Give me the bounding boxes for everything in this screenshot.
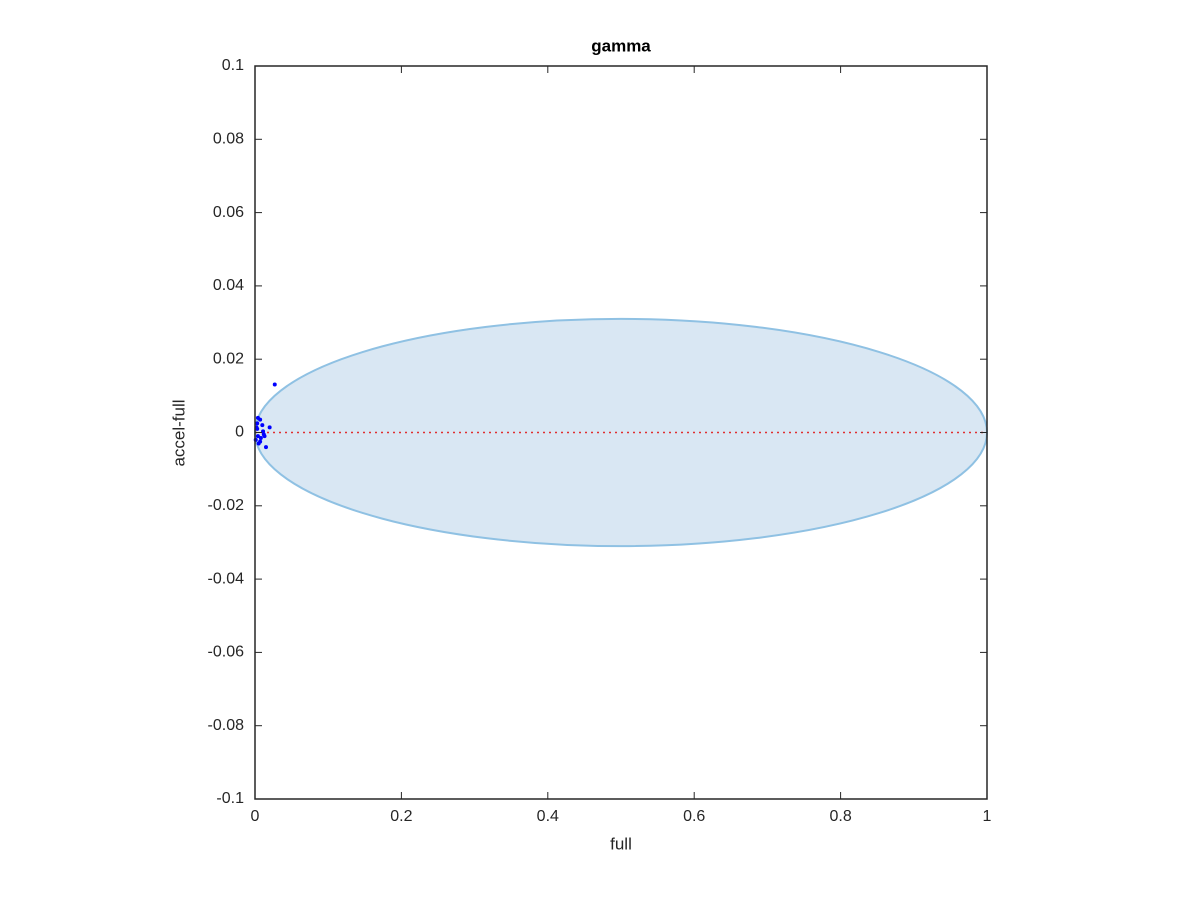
y-tick-label: 0: [235, 424, 244, 441]
point: [258, 417, 263, 422]
y-tick-label: -0.04: [208, 570, 245, 587]
x-tick-label: 0.4: [537, 808, 559, 825]
y-tick-label: -0.1: [216, 790, 244, 807]
x-tick-label: 0.6: [683, 808, 705, 825]
x-tick-label: 0.8: [829, 808, 851, 825]
point: [272, 382, 277, 387]
y-tick-label: 0.08: [213, 131, 244, 148]
y-axis-label: accel-full: [169, 399, 188, 466]
y-tick-label: 0.1: [222, 57, 244, 74]
y-tick-label: -0.08: [208, 717, 245, 734]
point: [267, 425, 272, 430]
y-tick-label: -0.06: [208, 644, 245, 661]
point: [258, 439, 263, 444]
x-tick-label: 0.2: [390, 808, 412, 825]
y-tick-label: 0.06: [213, 204, 244, 221]
point: [258, 435, 263, 440]
point: [262, 434, 267, 439]
x-axis-label: full: [610, 834, 632, 853]
x-tick-label: 1: [983, 808, 992, 825]
y-tick-label: -0.02: [208, 497, 245, 514]
point: [260, 423, 265, 428]
point: [255, 421, 260, 426]
y-tick-label: 0.02: [213, 350, 244, 367]
point: [263, 445, 268, 450]
chart-title: gamma: [591, 36, 651, 55]
y-tick-label: 0.04: [213, 277, 244, 294]
point: [261, 429, 266, 434]
point: [255, 434, 260, 439]
x-tick-label: 0: [251, 808, 260, 825]
